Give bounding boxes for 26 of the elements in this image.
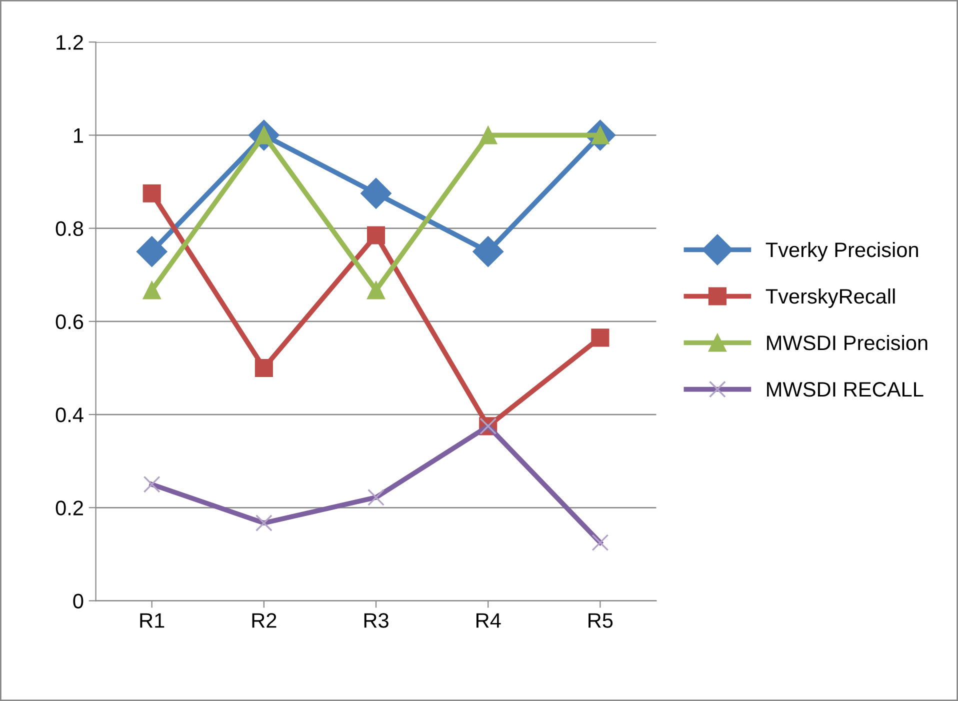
point — [142, 281, 161, 300]
legend-label: Tverky Precision — [766, 242, 918, 262]
x-tick-label: R5 — [588, 613, 613, 628]
point — [254, 358, 273, 377]
x-tick-label: R2 — [252, 613, 276, 628]
x-tick-label: R3 — [364, 613, 388, 628]
point — [479, 126, 498, 144]
point — [366, 226, 386, 244]
legend-label: TverskyRecall — [766, 288, 895, 308]
y-tick-label: 0.2 — [56, 500, 83, 516]
y-tick-label: 0.6 — [56, 314, 84, 330]
point — [366, 281, 386, 300]
y-tick-label: 1 — [74, 128, 83, 143]
x-tick-label: R4 — [476, 613, 501, 628]
y-tick-label: 1.2 — [56, 35, 83, 50]
point — [136, 236, 168, 267]
y-tick-label: 0.8 — [56, 221, 84, 236]
point — [360, 178, 392, 209]
legend-label: MWSDI RECALL — [767, 382, 924, 397]
y-tick-label: 0.4 — [56, 408, 84, 422]
y-tick-label: 0 — [73, 594, 84, 609]
point — [591, 328, 610, 347]
x-tick-label: R1 — [140, 613, 164, 628]
legend-label: MWSDI Precision — [767, 334, 928, 350]
point — [472, 236, 504, 267]
point — [142, 184, 161, 202]
